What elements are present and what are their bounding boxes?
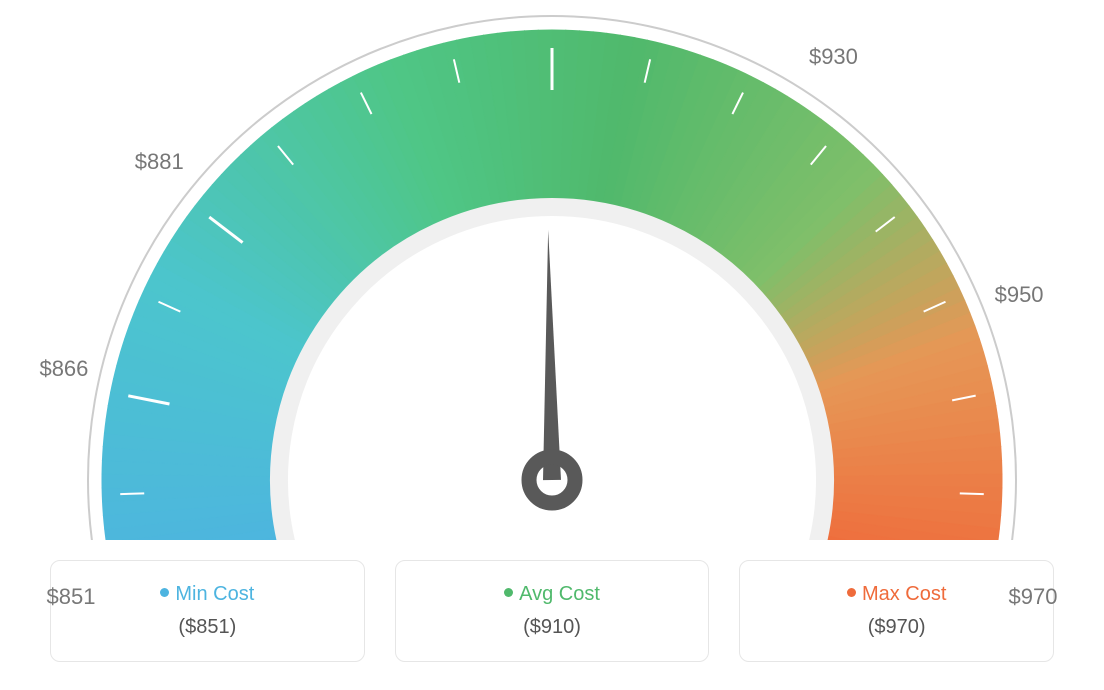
legend-title-max: Max Cost <box>750 583 1043 606</box>
legend-value-avg: ($910) <box>406 616 699 639</box>
axis-label: $881 <box>135 149 184 175</box>
axis-label: $930 <box>809 44 858 70</box>
legend-title-text: Min Cost <box>175 583 254 605</box>
legend-value-max: ($970) <box>750 616 1043 639</box>
legend-title-text: Avg Cost <box>519 583 600 605</box>
legend-card-avg: Avg Cost ($910) <box>395 560 710 662</box>
axis-label: $851 <box>46 584 95 610</box>
legend: Min Cost ($851) Avg Cost ($910) Max Cost ($97… <box>0 540 1104 662</box>
axis-label: $950 <box>995 282 1044 308</box>
legend-dot-max <box>847 588 856 597</box>
legend-title-avg: Avg Cost <box>406 583 699 606</box>
legend-title-text: Max Cost <box>862 583 946 605</box>
minor-tick <box>960 493 984 494</box>
gauge-svg <box>0 0 1104 540</box>
legend-dot-min <box>160 588 169 597</box>
legend-card-min: Min Cost ($851) <box>50 560 365 662</box>
gauge-chart-container: $851$866$881$910$930$950$970 Min Cost($8… <box>0 0 1104 690</box>
axis-label: $866 <box>39 356 88 382</box>
legend-card-max: Max Cost ($970) <box>739 560 1054 662</box>
legend-value-min: ($851) <box>61 616 354 639</box>
legend-title-min: Min Cost <box>61 583 354 606</box>
minor-tick <box>120 493 144 494</box>
axis-label: $970 <box>1009 584 1058 610</box>
needle <box>543 230 561 480</box>
gauge-area: $851$866$881$910$930$950$970 <box>0 0 1104 540</box>
legend-dot-avg <box>504 588 513 597</box>
